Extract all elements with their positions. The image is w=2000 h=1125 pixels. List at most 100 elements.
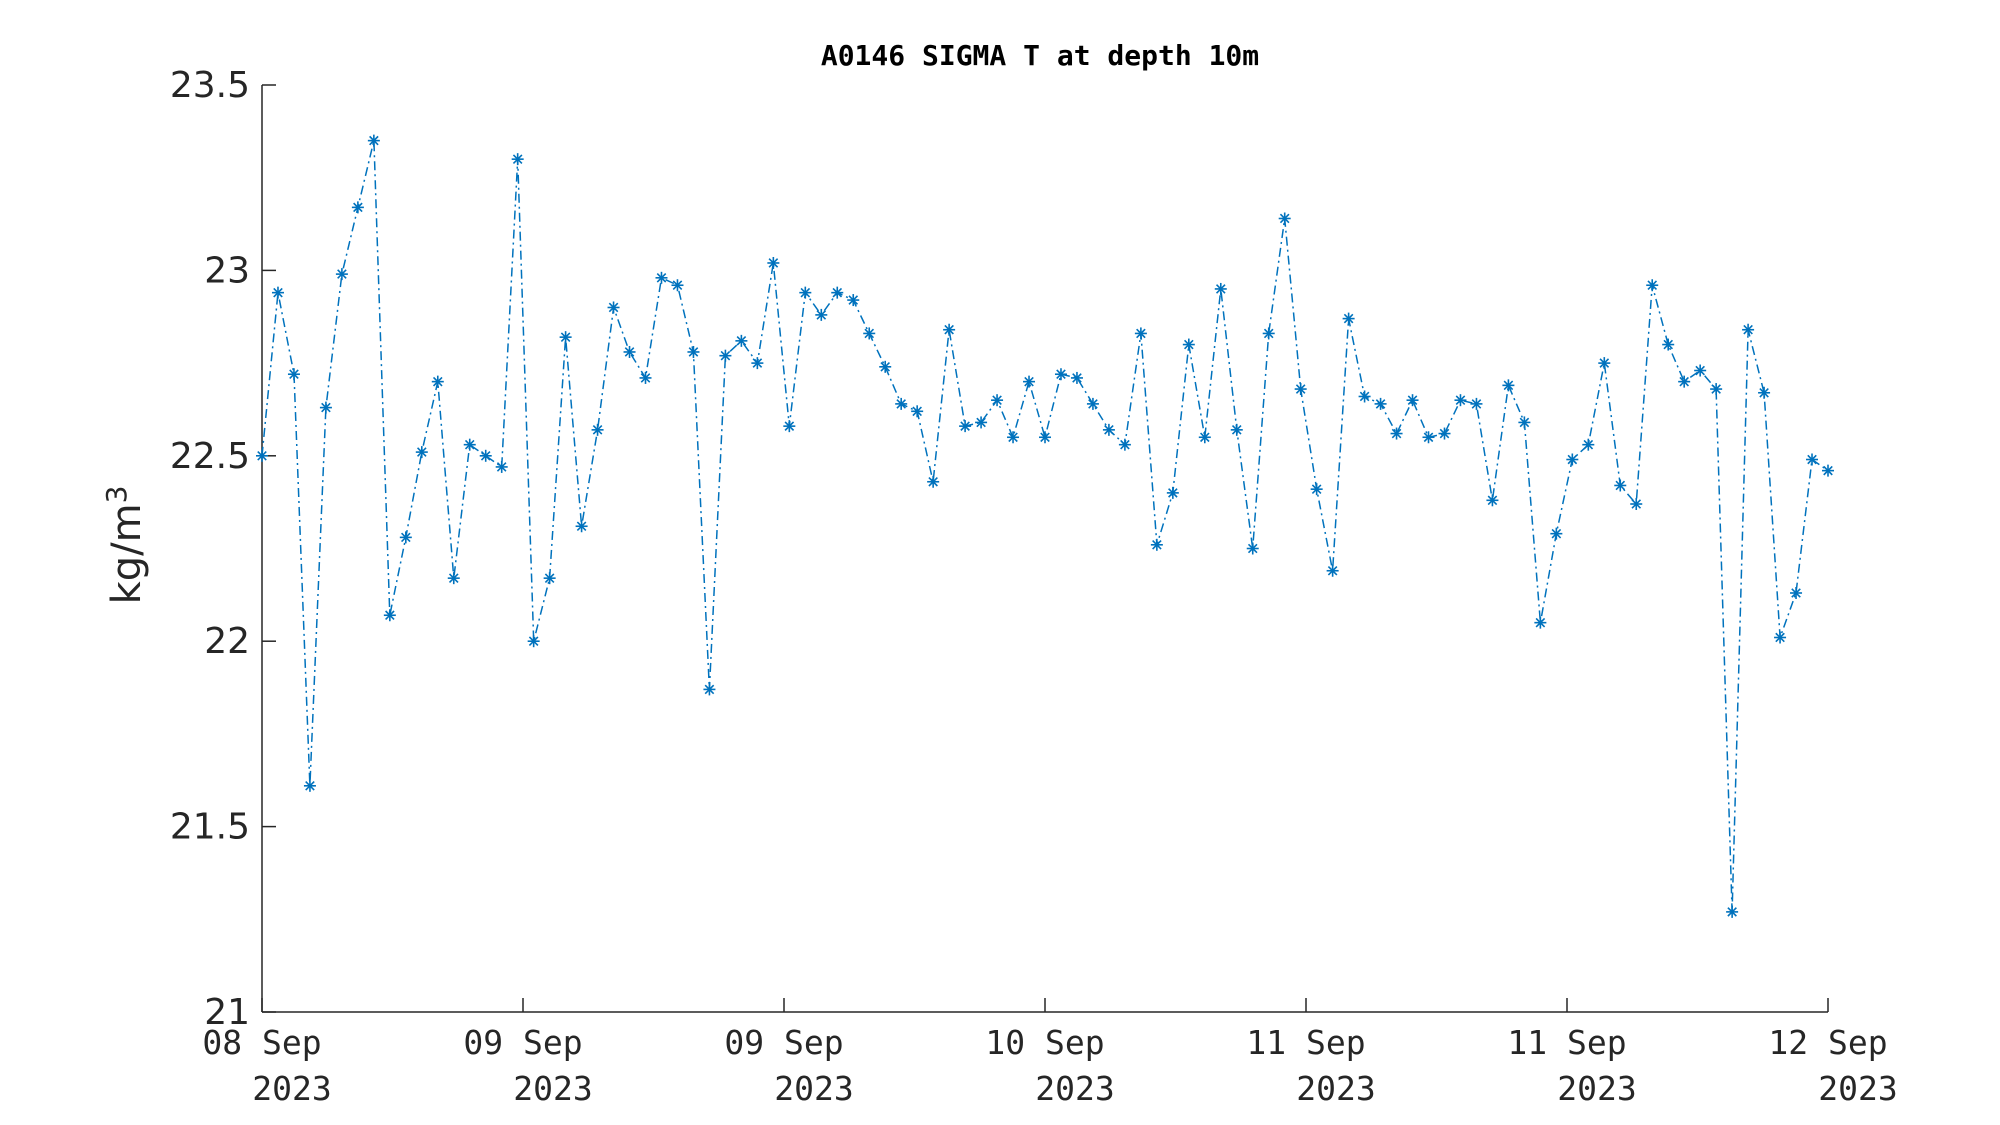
svg-text:kg/m3: kg/m3 [100,486,150,605]
data-point [575,520,588,533]
data-point [735,334,748,347]
data-point [1007,431,1020,444]
data-point [831,286,844,299]
data-point [559,331,572,344]
data-point [1710,383,1723,396]
x-tick-label-day: 09 Sep [724,1023,843,1062]
data-point [1454,394,1467,407]
data-point [1486,494,1499,507]
data-point [1598,357,1611,370]
x-tick-label: 11 Sep 2023 [1507,1023,1636,1108]
data-point [351,201,364,214]
data-point [687,345,700,358]
data-point [1326,564,1339,577]
y-tick-label: 22 [204,621,250,662]
data-point [1358,390,1371,403]
data-point [623,345,636,358]
data-point [1790,586,1803,599]
x-tick-label: 09 Sep 2023 [724,1023,853,1108]
data-point [1470,397,1483,410]
data-point [1246,542,1259,555]
data-point [847,294,860,307]
data-point [303,779,316,792]
x-tick-label-day: 11 Sep [1246,1023,1365,1062]
data-point [751,357,764,370]
data-point [1438,427,1451,440]
data-point [1166,486,1179,499]
data-point [1726,905,1739,918]
y-axis-label-text: kg/m [104,503,150,604]
data-point [911,405,924,418]
data-point [1806,453,1819,466]
data-point [783,420,796,433]
data-point [1294,383,1307,396]
data-point [1502,379,1515,392]
data-point [975,416,988,429]
x-tick-label-year: 2023 [1035,1069,1114,1108]
data-point [1390,427,1403,440]
data-point [399,531,412,544]
data-point [879,360,892,373]
series-plot [256,134,1834,918]
data-point [495,460,508,473]
data-point [1150,538,1163,551]
x-tick-label-year: 2023 [513,1069,592,1108]
x-tick-label: 11 Sep 2023 [1246,1023,1375,1108]
data-point [256,449,268,462]
data-point [1214,282,1227,295]
y-axis-label: kg/m3 [100,486,150,605]
data-point [1422,431,1435,444]
data-point [719,349,732,362]
data-point [1742,323,1755,336]
y-tick-label: 23 [204,250,250,291]
x-tick-label-day: 10 Sep [985,1023,1104,1062]
data-point [927,475,940,488]
data-point [1118,438,1131,451]
data-point [1678,375,1691,388]
data-point [1566,453,1579,466]
data-point [1039,431,1051,444]
x-tick-label: 08 Sep 2023 [202,1023,331,1108]
x-tick-label: 12 Sep 2023 [1768,1023,1897,1108]
x-tick-label-day: 12 Sep [1768,1023,1887,1062]
data-point [463,438,476,451]
data-point [1694,364,1707,377]
x-tick-label-day: 11 Sep [1507,1023,1626,1062]
y-tick-label: 21 [204,992,250,1033]
data-point [1630,498,1643,511]
y-tick-label: 21.5 [170,807,250,848]
data-point [655,271,668,284]
y-tick-label: 23.5 [170,65,250,106]
data-point [703,683,716,696]
data-point [1374,397,1387,410]
data-point [447,572,460,585]
data-point [1086,397,1099,410]
y-tick-label: 22.5 [170,436,250,477]
data-point [287,368,300,381]
data-point [1518,416,1531,429]
data-point [1534,616,1547,629]
data-point [895,397,908,410]
data-point [1774,631,1787,644]
data-point [1614,479,1627,492]
data-point [511,153,524,166]
data-point [1134,327,1147,340]
data-point [1406,394,1419,407]
data-point [1182,338,1195,351]
data-point [863,327,876,340]
chart-title: A0146 SIGMA T at depth 10m [821,39,1259,72]
x-tick-label-day: 09 Sep [463,1023,582,1062]
x-tick-label-year: 2023 [1818,1069,1897,1108]
data-point [1582,438,1595,451]
data-point [1278,212,1291,225]
data-point [607,301,620,314]
data-point [767,256,780,269]
data-point [527,635,540,648]
x-tick-label-year: 2023 [1296,1069,1375,1108]
data-point [1758,386,1771,399]
data-point [1070,371,1083,384]
data-point [1550,527,1563,540]
data-point [591,423,604,436]
